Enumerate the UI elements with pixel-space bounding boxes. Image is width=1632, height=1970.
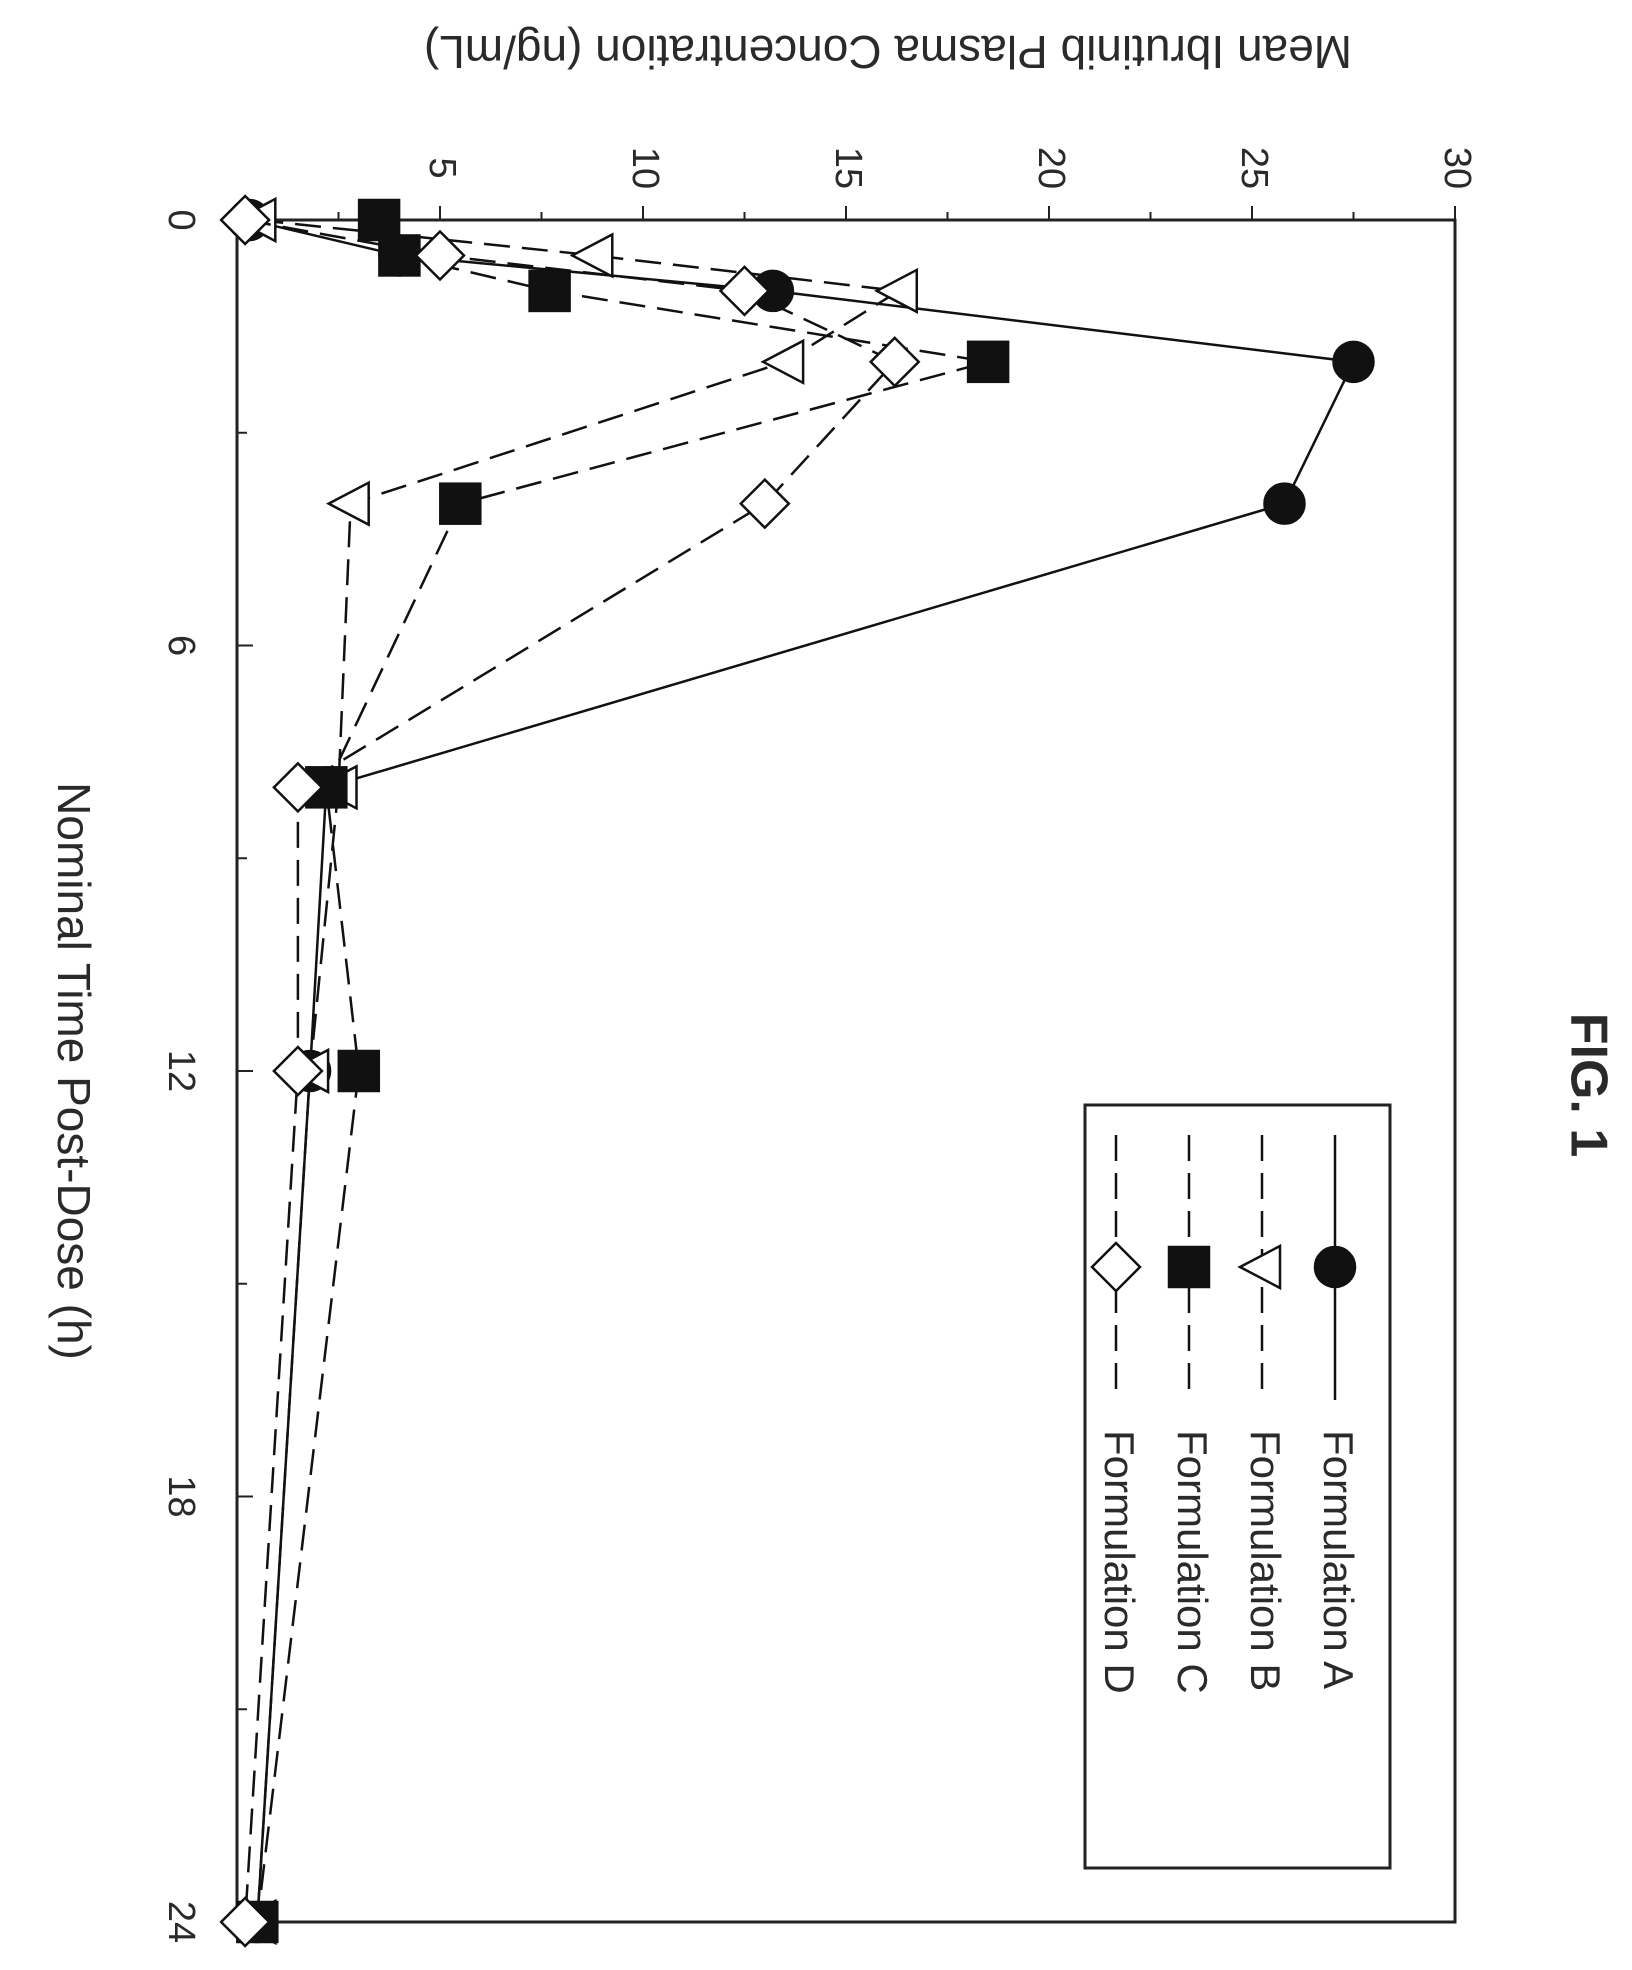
- series-line: [256, 219, 989, 1923]
- data-point: [569, 232, 614, 279]
- series-formulation-c: [236, 198, 1010, 1944]
- series-layer: [219, 194, 1375, 1948]
- data-point: [760, 338, 805, 385]
- y-tick-label: 30: [1436, 147, 1478, 189]
- data-point: [272, 761, 324, 814]
- data-point: [414, 229, 466, 282]
- data-point: [739, 477, 791, 530]
- data-point: [874, 267, 919, 314]
- y-tick-label: 20: [1030, 147, 1072, 189]
- legend-entry-formulation-b: Formulation B: [1237, 1135, 1289, 1691]
- data-point: [219, 1896, 271, 1948]
- data-point: [528, 269, 571, 313]
- legend-label: Formulation A: [1315, 1430, 1362, 1689]
- y-tick-label: 10: [624, 147, 666, 189]
- x-tick-label: 0: [160, 209, 202, 230]
- legend-marker: [1237, 1243, 1282, 1291]
- data-point: [1332, 340, 1375, 384]
- data-point: [378, 234, 421, 277]
- y-axis-title: Mean Ibrutinib Plasma Concentration (ng/…: [424, 26, 1352, 78]
- data-point: [219, 194, 271, 246]
- series-line: [256, 218, 903, 1923]
- legend: Formulation A Formulation B Formulation C F…: [1083, 1103, 1392, 1870]
- data-point: [868, 336, 921, 388]
- data-point: [439, 482, 482, 525]
- data-point: [966, 340, 1010, 384]
- data-point: [325, 480, 370, 527]
- series-formulation-b: [232, 196, 919, 1946]
- figure-label: FIG. 1: [1559, 1013, 1617, 1157]
- legend-marker: [1090, 1241, 1142, 1293]
- legend-label: Formulation B: [1242, 1430, 1289, 1691]
- legend-label: Formulation D: [1096, 1430, 1143, 1694]
- y-tick-label: 25: [1233, 147, 1275, 189]
- legend-frame: [1083, 1103, 1392, 1870]
- data-point: [337, 1049, 381, 1093]
- x-tick-label: 24: [160, 1901, 202, 1943]
- legend-label: Formulation C: [1169, 1430, 1216, 1694]
- data-point: [718, 265, 771, 317]
- series-line: [243, 218, 897, 1923]
- legend-entry-formulation-d: Formulation D: [1090, 1135, 1143, 1694]
- data-point: [272, 1045, 324, 1097]
- x-tick-label: 12: [160, 1050, 202, 1092]
- x-axis-title: Nominal Time Post-Dose (h): [48, 782, 100, 1360]
- x-tick-label: 6: [160, 635, 202, 656]
- data-point: [357, 198, 401, 242]
- data-point: [1263, 482, 1306, 525]
- legend-marker: [1313, 1245, 1357, 1289]
- y-tick-label: 15: [827, 147, 869, 189]
- series-formulation-d: [219, 194, 921, 1948]
- x-tick-label: 18: [160, 1475, 202, 1517]
- y-tick-label: 5: [421, 157, 463, 178]
- legend-entry-formulation-a: Formulation A: [1313, 1135, 1362, 1689]
- series-line: [248, 218, 1356, 1923]
- legend-entry-formulation-c: Formulation C: [1167, 1135, 1216, 1694]
- legend-marker: [1167, 1245, 1211, 1289]
